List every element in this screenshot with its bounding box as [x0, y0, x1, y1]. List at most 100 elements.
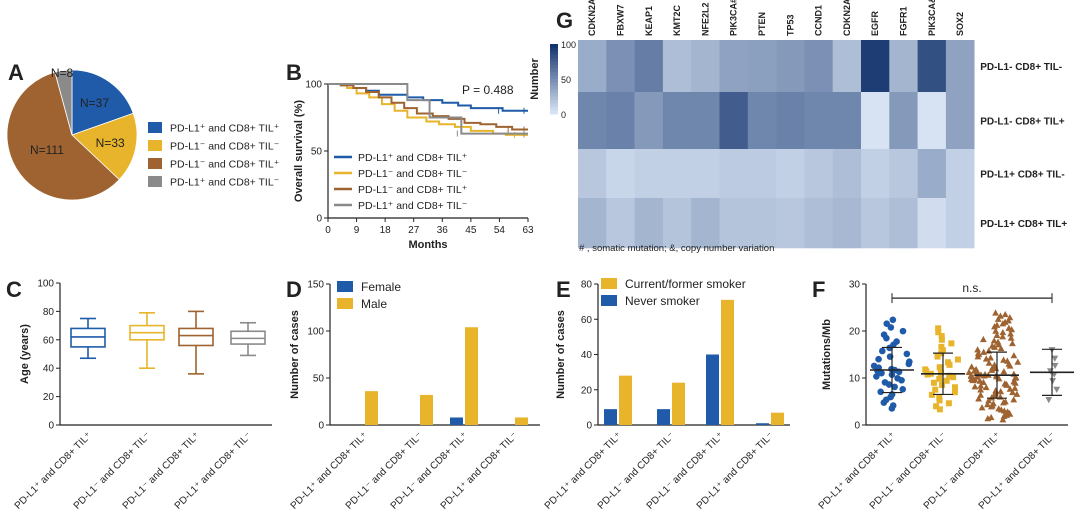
- scatter-point: [999, 416, 1007, 423]
- colorbar-step: [550, 44, 558, 48]
- heatmap-column-label: PIK3CA#: [729, 0, 739, 36]
- legend-swatch: [337, 281, 353, 292]
- heatmap-cell: [776, 198, 805, 249]
- scatter-point: [870, 362, 878, 370]
- y-tick-label: 50: [311, 147, 323, 158]
- scatter-point: [992, 327, 1000, 334]
- y-tick-label: 0: [316, 214, 322, 225]
- heatmap-cell: [804, 198, 833, 249]
- pie-slice: [71, 112, 138, 181]
- heatmap-cell: [776, 92, 805, 150]
- x-tick-label: 54: [494, 225, 506, 236]
- scatter-point: [1011, 384, 1019, 391]
- heatmap-cell: [606, 198, 635, 249]
- scatter-point: [987, 354, 994, 361]
- significance-label: n.s.: [962, 281, 981, 295]
- heatmap-cell: [889, 40, 918, 93]
- heatmap-cell: [719, 149, 749, 199]
- heatmap-cell: [662, 40, 692, 93]
- scatter-point: [968, 363, 976, 370]
- scatter-point: [1007, 334, 1015, 341]
- scatter-point: [945, 400, 952, 407]
- scatter-point: [1010, 352, 1018, 359]
- scatter-point: [877, 388, 884, 396]
- heatmap-cell: [917, 92, 947, 150]
- scatter-point: [1013, 390, 1021, 397]
- box-body: [178, 327, 214, 347]
- scatter-point: [889, 402, 897, 409]
- heatmap-cell: [634, 198, 664, 249]
- scatter-point: [936, 375, 943, 382]
- heatmap-cell: [691, 198, 720, 249]
- scatter-point: [891, 383, 898, 391]
- survival-curve: [328, 83, 528, 135]
- scatter-point: [1045, 397, 1053, 404]
- legend-swatch: [601, 278, 617, 289]
- colorbar-step: [550, 75, 558, 80]
- heatmap-column-label: CCND1: [814, 5, 824, 36]
- scatter-point: [875, 355, 882, 363]
- heatmap-cell: [889, 198, 918, 249]
- scatter-point: [978, 404, 986, 411]
- colorbar-step: [550, 82, 558, 87]
- y-tick-label: 20: [43, 392, 55, 403]
- scatter-point: [987, 413, 995, 421]
- heatmap-cell: [832, 198, 862, 249]
- bar: [365, 391, 378, 425]
- scatter-point: [930, 379, 937, 386]
- bar: [450, 417, 463, 425]
- scatter-point: [880, 331, 888, 338]
- panel-g-heatmap: G PD-L1- CD8+ TIL- PD-L1- CD8+ TIL+ PD-L1+ …: [529, 0, 1067, 254]
- panel-label: A: [8, 60, 24, 85]
- scatter-point: [938, 336, 945, 343]
- heatmap-cell: [832, 149, 862, 199]
- panel-label: G: [556, 8, 573, 33]
- pie-slice-label: N=8: [51, 66, 74, 80]
- scatter-point: [977, 391, 985, 398]
- scatter-point: [932, 386, 939, 393]
- scatter-point: [974, 346, 982, 353]
- y-tick-label: 20: [849, 327, 861, 338]
- scatter-point: [990, 337, 998, 344]
- scatter-point: [993, 321, 1001, 328]
- heatmap-cell: [945, 40, 975, 93]
- panel-label: E: [556, 277, 571, 302]
- scatter-point: [972, 365, 980, 373]
- heatmap-cell: [804, 92, 833, 150]
- scatter-point: [988, 342, 996, 349]
- scatter-point: [997, 388, 1005, 395]
- heatmap-cell: [578, 92, 607, 150]
- scatter-point: [893, 338, 900, 345]
- colorbar-step: [550, 107, 558, 111]
- scatter-point: [1049, 378, 1057, 385]
- scatter-point: [992, 309, 999, 316]
- heatmap-cell: [945, 198, 975, 249]
- panel-label: D: [286, 277, 302, 302]
- scatter-point: [1001, 310, 1009, 318]
- y-tick-label: 50: [313, 374, 325, 385]
- colorbar-tick-label: 50: [561, 75, 571, 85]
- pie-slice-label: N=111: [30, 143, 64, 157]
- x-tick-label: 0: [325, 225, 331, 236]
- heatmap-cell: [634, 92, 664, 150]
- y-tick-label: 40: [581, 350, 593, 361]
- legend-swatch: [148, 176, 162, 187]
- heatmap-column-label: EGFR: [870, 10, 880, 36]
- heatmap-cell: [917, 40, 947, 93]
- heatmap-cell: [889, 149, 918, 199]
- legend-swatch: [148, 158, 162, 169]
- legend-label: Female: [361, 280, 401, 294]
- y-tick-label: 100: [37, 279, 54, 290]
- y-tick-label: 100: [307, 327, 324, 338]
- y-tick-label: 0: [318, 421, 324, 432]
- bar: [619, 375, 632, 425]
- scatter-point: [937, 369, 944, 376]
- legend-swatch: [148, 140, 162, 151]
- colorbar-step: [550, 103, 558, 108]
- y-tick-label: 0: [586, 421, 592, 432]
- scatter-point: [928, 391, 935, 398]
- colorbar-step: [550, 110, 558, 115]
